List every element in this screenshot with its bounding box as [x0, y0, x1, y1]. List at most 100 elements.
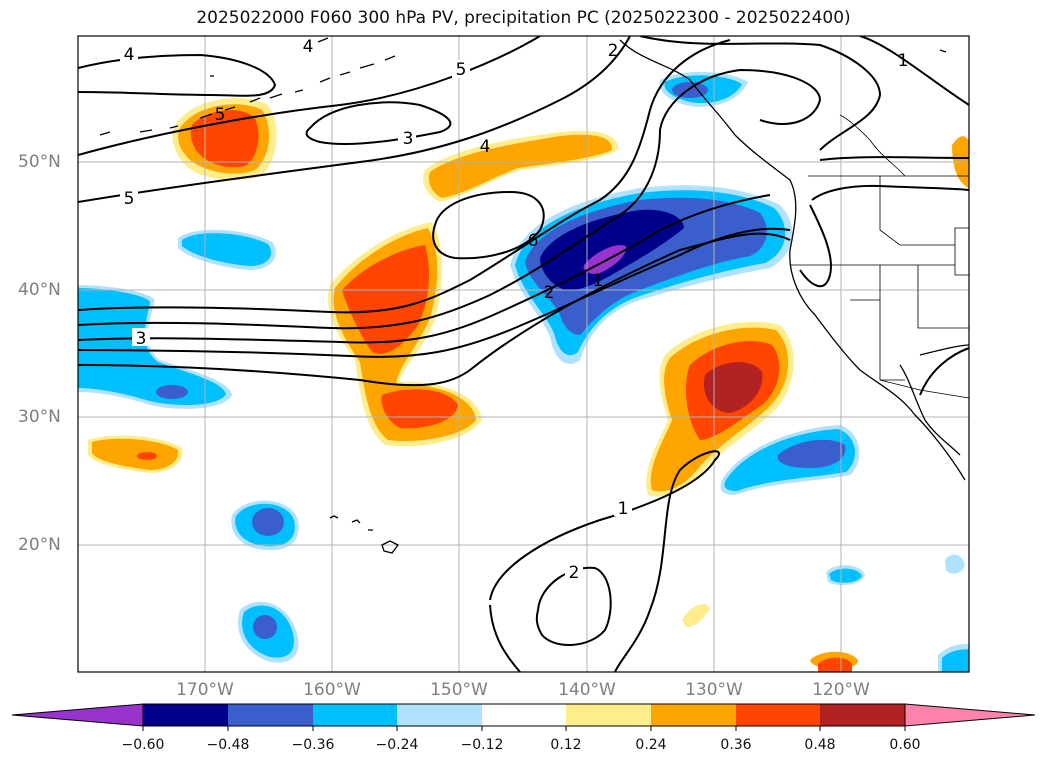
- pv-contour-line: [78, 53, 277, 97]
- lon-label: 120°W: [812, 680, 870, 700]
- precip-positive-band: [342, 245, 430, 354]
- contour-label: 1: [618, 499, 629, 519]
- political-borders: [790, 114, 969, 399]
- pv-contour-line: [639, 36, 882, 151]
- label-background: [565, 562, 583, 580]
- label-background: [299, 36, 317, 54]
- colorbar-ticks: [142, 726, 906, 731]
- pv-contour-line: [489, 604, 521, 672]
- contour-label: 1: [593, 271, 604, 291]
- pv-contour-line: [799, 204, 832, 288]
- colorbar-tick-label: 0.48: [804, 737, 836, 753]
- island-coastline: [939, 49, 947, 53]
- precip-positive-band: [428, 134, 613, 198]
- lat-label: 20°N: [18, 535, 61, 555]
- precip-positive-band: [682, 604, 710, 628]
- figure-title: 2025022000 F060 300 hPa PV, precipitatio…: [196, 8, 851, 28]
- lon-label: 130°W: [685, 680, 743, 700]
- map-area: 4 4 5 5 3 4 5 6 2 1 3 1 2 2 1: [78, 36, 969, 672]
- contour-label: 1: [898, 51, 909, 71]
- contour-label: 4: [480, 137, 491, 157]
- precip-negative-band: [672, 82, 708, 98]
- contour-label: 6: [528, 231, 539, 251]
- pv-contour-line: [78, 227, 791, 358]
- precip-positive-band: [818, 657, 852, 672]
- precip-negative-band: [252, 508, 284, 536]
- contour-label: 5: [124, 189, 135, 209]
- precip-positive-band: [703, 362, 763, 413]
- colorbar-tick-label: −0.36: [291, 737, 335, 753]
- colorbar-tick-label: −0.60: [121, 737, 165, 753]
- colorbar-tick-label: −0.12: [460, 737, 504, 753]
- colorbar-tick-label: 0.12: [550, 737, 582, 753]
- contour-label: 5: [215, 105, 226, 125]
- colorbar-swatch: [651, 704, 736, 726]
- label-background: [398, 128, 416, 146]
- colorbar-swatch: [228, 704, 313, 726]
- pv-contour-line: [811, 184, 969, 201]
- lon-label: 160°W: [303, 680, 361, 700]
- colorbar-tick-label: 0.36: [720, 737, 752, 753]
- state-border: [839, 114, 906, 177]
- contour-label: 3: [136, 329, 147, 349]
- precip-positive-band: [137, 452, 157, 460]
- precip-negative-band: [156, 385, 188, 399]
- precip-negative-band: [777, 439, 846, 468]
- precip-negative-band: [942, 649, 969, 672]
- lon-label: 140°W: [558, 680, 616, 700]
- contour-label: 2: [544, 283, 555, 303]
- contour-label: 3: [403, 129, 414, 149]
- state-border: [790, 176, 969, 381]
- mexico-coastline: [919, 344, 969, 356]
- contour-label: 5: [456, 60, 467, 80]
- pv-contour-line: [859, 36, 969, 106]
- label-background: [120, 45, 138, 63]
- lat-label: 40°N: [18, 280, 61, 300]
- colorbar-swatch: [566, 704, 651, 726]
- colorbar-swatch: [736, 704, 820, 726]
- pv-contour-line: [78, 232, 791, 387]
- colorbar: [11, 703, 1036, 731]
- aleutian-islands: [99, 55, 396, 136]
- colorbar-swatch: [397, 704, 482, 726]
- contour-label: 2: [569, 563, 580, 583]
- precip-positive-band: [381, 389, 458, 429]
- contour-label: 4: [124, 45, 135, 65]
- colorbar-extend-low: [11, 703, 144, 727]
- lon-label: 170°W: [176, 680, 234, 700]
- contour-labels: 4 4 5 5 3 4 5 6 2 1 3 1 2 2 1: [120, 36, 908, 583]
- contour-label: 2: [608, 41, 619, 61]
- pv-contour-line: [489, 450, 720, 672]
- pv-contour-line: [78, 194, 771, 344]
- precip-positive-band: [92, 438, 179, 470]
- lat-label: 30°N: [18, 407, 61, 427]
- contour-label: 4: [303, 37, 314, 57]
- lat-label: 50°N: [18, 152, 61, 172]
- colorbar-tick-label: 0.60: [889, 737, 921, 753]
- colorbar-frame: [142, 703, 906, 727]
- baja-coastline: [899, 364, 961, 456]
- precip-negative-band: [182, 233, 272, 266]
- precip-shading: [78, 71, 969, 672]
- label-background: [614, 498, 632, 516]
- pv-contour-line: [78, 36, 541, 156]
- pv-contour-line: [919, 347, 969, 396]
- us-mexico-border: [879, 379, 969, 399]
- lon-label: 150°W: [430, 680, 488, 700]
- state-border: [954, 227, 969, 276]
- gridlines: [78, 36, 969, 672]
- pv-contour-line: [78, 39, 731, 314]
- hawaii-coastline: [329, 515, 399, 554]
- colorbar-tick-label: −0.48: [206, 737, 250, 753]
- colorbar-swatch: [313, 704, 397, 726]
- label-background: [452, 60, 470, 78]
- colorbar-extend-high: [904, 703, 1036, 727]
- colorbar-swatch: [482, 704, 566, 726]
- pv-contour-line: [78, 68, 822, 330]
- precip-negative-band: [253, 615, 277, 639]
- north-america-coastline: [619, 39, 966, 481]
- precip-negative-band: [78, 288, 226, 406]
- coastlines: [99, 37, 969, 554]
- label-background: [120, 188, 138, 206]
